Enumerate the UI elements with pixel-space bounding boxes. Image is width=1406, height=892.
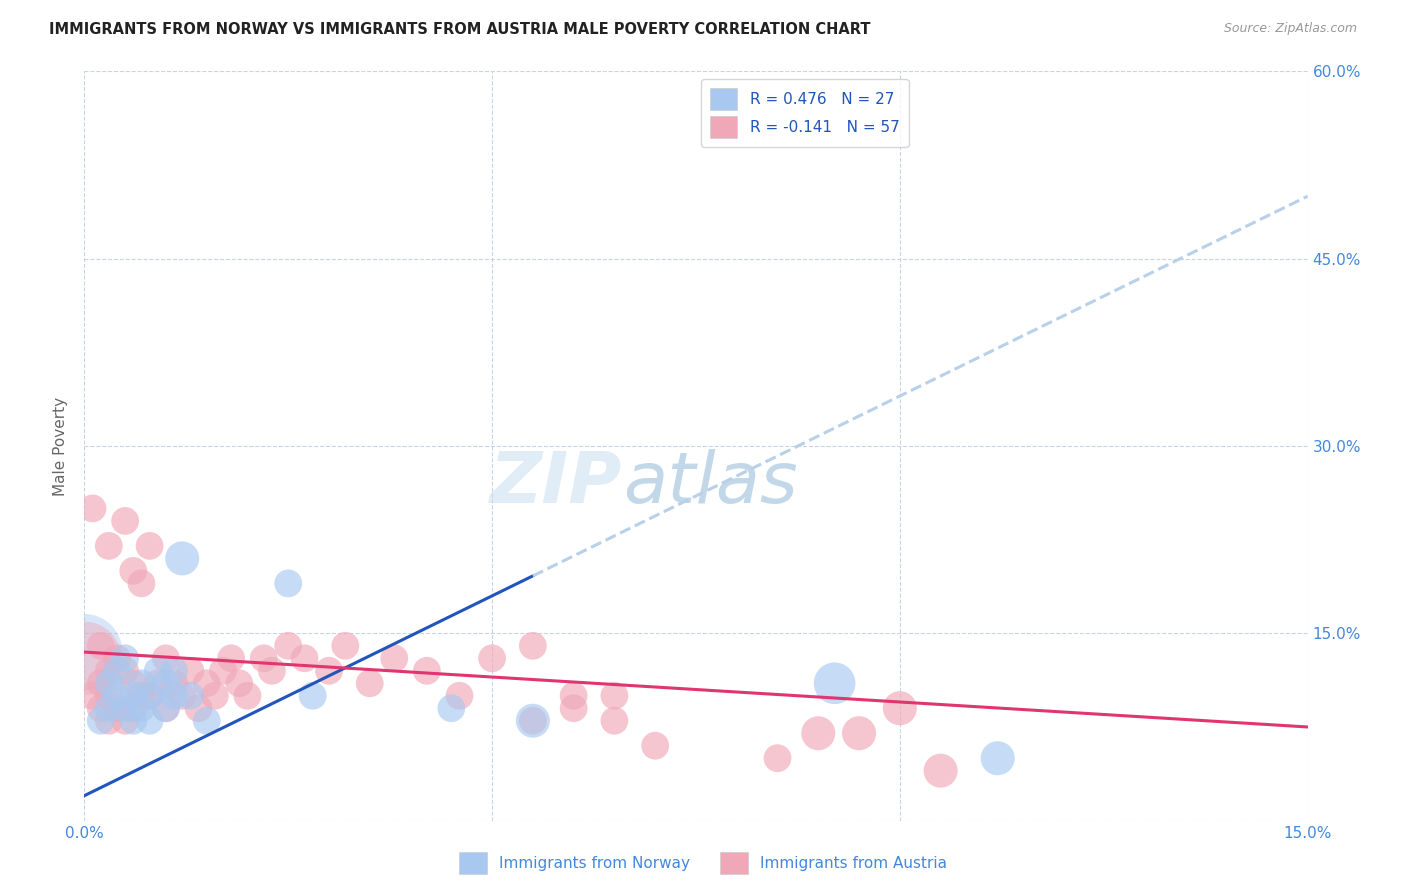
- Point: [122, 689, 145, 703]
- Point: [172, 551, 194, 566]
- Point: [522, 714, 544, 728]
- Point: [236, 689, 259, 703]
- Point: [440, 701, 463, 715]
- Point: [277, 639, 299, 653]
- Point: [155, 651, 177, 665]
- Point: [114, 714, 136, 728]
- Point: [122, 564, 145, 578]
- Text: IMMIGRANTS FROM NORWAY VS IMMIGRANTS FROM AUSTRIA MALE POVERTY CORRELATION CHART: IMMIGRANTS FROM NORWAY VS IMMIGRANTS FRO…: [49, 22, 870, 37]
- Point: [97, 676, 120, 690]
- Point: [131, 689, 153, 703]
- Point: [481, 651, 503, 665]
- Point: [204, 689, 226, 703]
- Point: [105, 664, 128, 678]
- Point: [138, 689, 160, 703]
- Legend: Immigrants from Norway, Immigrants from Austria: Immigrants from Norway, Immigrants from …: [453, 846, 953, 880]
- Point: [195, 676, 218, 690]
- Point: [929, 764, 952, 778]
- Point: [603, 689, 626, 703]
- Point: [253, 651, 276, 665]
- Point: [807, 726, 830, 740]
- Point: [97, 689, 120, 703]
- Point: [90, 639, 112, 653]
- Point: [97, 714, 120, 728]
- Point: [382, 651, 405, 665]
- Point: [562, 701, 585, 715]
- Point: [219, 651, 242, 665]
- Point: [522, 639, 544, 653]
- Point: [195, 714, 218, 728]
- Point: [97, 539, 120, 553]
- Point: [122, 676, 145, 690]
- Point: [90, 701, 112, 715]
- Point: [131, 576, 153, 591]
- Point: [522, 714, 544, 728]
- Text: ZIP: ZIP: [491, 449, 623, 518]
- Point: [228, 676, 250, 690]
- Point: [73, 651, 96, 665]
- Point: [449, 689, 471, 703]
- Point: [179, 664, 201, 678]
- Point: [138, 714, 160, 728]
- Point: [277, 576, 299, 591]
- Point: [155, 676, 177, 690]
- Point: [179, 689, 201, 703]
- Point: [766, 751, 789, 765]
- Point: [318, 664, 340, 678]
- Point: [90, 676, 112, 690]
- Point: [603, 714, 626, 728]
- Point: [359, 676, 381, 690]
- Point: [824, 676, 846, 690]
- Point: [122, 701, 145, 715]
- Point: [73, 645, 96, 659]
- Y-axis label: Male Poverty: Male Poverty: [53, 396, 69, 496]
- Point: [301, 689, 323, 703]
- Point: [82, 501, 104, 516]
- Text: Source: ZipAtlas.com: Source: ZipAtlas.com: [1223, 22, 1357, 36]
- Point: [114, 664, 136, 678]
- Point: [848, 726, 870, 740]
- Point: [163, 664, 186, 678]
- Point: [138, 539, 160, 553]
- Point: [212, 664, 235, 678]
- Point: [131, 701, 153, 715]
- Point: [90, 714, 112, 728]
- Point: [105, 651, 128, 665]
- Point: [155, 701, 177, 715]
- Point: [122, 714, 145, 728]
- Point: [146, 664, 169, 678]
- Point: [163, 689, 186, 703]
- Point: [114, 701, 136, 715]
- Point: [155, 701, 177, 715]
- Point: [187, 701, 209, 715]
- Point: [131, 676, 153, 690]
- Point: [172, 689, 194, 703]
- Point: [335, 639, 357, 653]
- Point: [889, 701, 911, 715]
- Point: [163, 676, 186, 690]
- Point: [416, 664, 439, 678]
- Point: [114, 651, 136, 665]
- Point: [644, 739, 666, 753]
- Point: [82, 689, 104, 703]
- Point: [105, 689, 128, 703]
- Point: [138, 689, 160, 703]
- Point: [114, 514, 136, 528]
- Point: [294, 651, 316, 665]
- Point: [97, 664, 120, 678]
- Point: [260, 664, 283, 678]
- Text: atlas: atlas: [623, 449, 797, 518]
- Point: [146, 676, 169, 690]
- Legend: R = 0.476   N = 27, R = -0.141   N = 57: R = 0.476 N = 27, R = -0.141 N = 57: [700, 79, 908, 146]
- Point: [97, 701, 120, 715]
- Point: [987, 751, 1010, 765]
- Point: [562, 689, 585, 703]
- Point: [105, 701, 128, 715]
